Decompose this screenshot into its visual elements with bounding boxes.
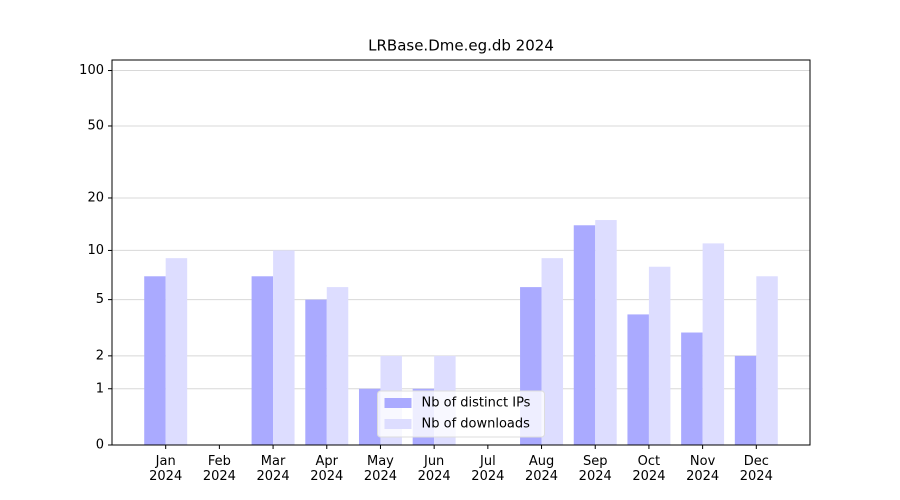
bar: [648, 266, 671, 445]
x-tick-label: Jan 2024: [149, 454, 183, 484]
y-tick-label: 50: [87, 118, 104, 133]
y-tick-label: 100: [79, 63, 104, 78]
y-tick-label: 20: [87, 190, 104, 205]
bar: [702, 243, 725, 445]
bar: [627, 314, 649, 445]
chart-title: LRBase.Dme.eg.db 2024: [368, 37, 554, 55]
x-tick-label: Aug 2024: [524, 454, 559, 484]
bar: [358, 388, 381, 445]
bar: [305, 299, 327, 445]
bar: [756, 276, 778, 445]
legend-label: Nb of downloads: [422, 417, 531, 432]
y-tick-label: 2: [96, 348, 104, 363]
y-tick-label: 5: [96, 292, 104, 307]
legend-swatch: [384, 419, 412, 429]
x-tick-label: Sep 2024: [578, 454, 612, 484]
x-tick-label: Feb 2024: [202, 454, 236, 484]
bar: [165, 258, 188, 445]
x-tick-label: Nov 2024: [686, 454, 720, 484]
y-tick-label: 10: [87, 243, 104, 258]
bar: [541, 258, 564, 445]
bar: [681, 332, 703, 445]
bar: [144, 276, 166, 445]
bar: [734, 355, 757, 445]
x-tick-label: May 2024: [363, 454, 397, 484]
x-tick-label: Jun 2024: [417, 454, 451, 484]
plot-frame: [111, 59, 811, 446]
bar: [251, 276, 274, 445]
bar: [326, 287, 349, 445]
x-tick-label: Oct 2024: [632, 454, 666, 484]
bar: [595, 220, 617, 445]
x-tick-label: Dec 2024: [739, 454, 773, 484]
legend-label: Nb of distinct IPs: [422, 396, 531, 411]
y-tick-label: 1: [96, 381, 104, 396]
legend-box: [377, 390, 545, 438]
x-tick-label: Jul 2024: [471, 454, 505, 484]
x-tick-label: Mar 2024: [256, 454, 290, 484]
legend-swatch: [384, 398, 412, 408]
bar: [273, 250, 295, 445]
x-tick-label: Apr 2024: [310, 454, 344, 484]
legend: Nb of distinct IPs Nb of downloads: [377, 390, 545, 438]
y-tick-label: 0: [96, 438, 104, 453]
bar: [573, 225, 596, 445]
